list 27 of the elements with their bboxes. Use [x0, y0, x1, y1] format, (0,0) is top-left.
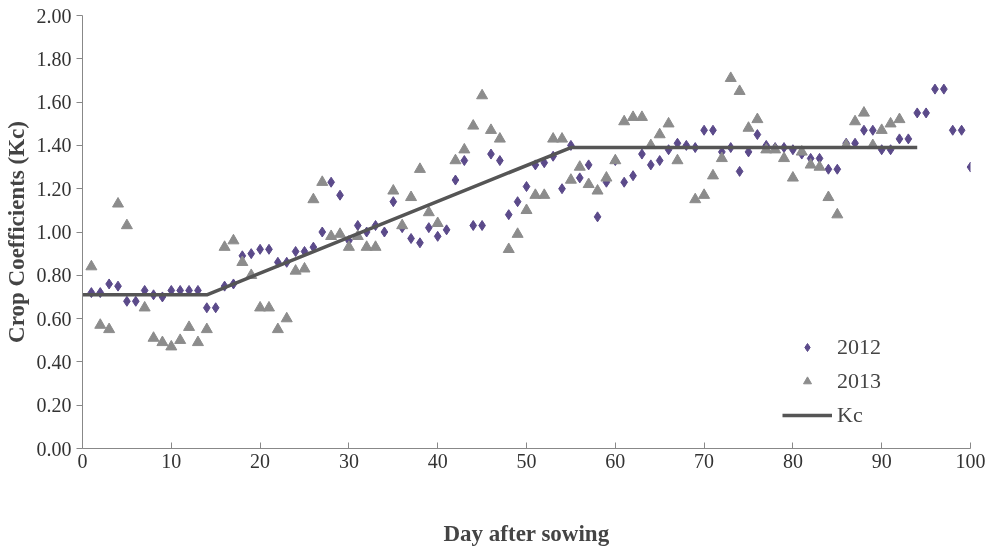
y-tick-label: 0.00 [36, 437, 72, 460]
x-tick-label: 80 [782, 449, 803, 472]
y-tick-label: 1.60 [36, 91, 72, 114]
y-tick-label: 1.00 [36, 221, 72, 243]
x-tick-label: 60 [605, 449, 626, 472]
x-tick-label: 100 [955, 449, 986, 472]
x-tick-label: 50 [516, 449, 537, 472]
y-tick-label: 1.40 [36, 134, 72, 157]
y-tick-label: 0.60 [36, 307, 72, 330]
y-tick-label: 0.40 [36, 350, 72, 373]
y-tick-label: 1.20 [36, 177, 72, 200]
legend-label: 2013 [837, 368, 881, 394]
x-tick-label: 0 [77, 449, 88, 472]
y-tick-label: 0.80 [36, 264, 72, 287]
x-tick-label: 40 [427, 449, 448, 472]
x-tick-label: 10 [161, 449, 182, 472]
y-axis-title: Crop Coefficients (Kc) [3, 121, 29, 343]
legend-label: 2012 [837, 334, 881, 360]
x-tick-label: 20 [250, 449, 271, 472]
x-tick-label: 90 [871, 449, 892, 472]
x-tick-label: 70 [694, 449, 715, 472]
x-tick-label: 30 [338, 449, 359, 472]
y-tick-label: 2.00 [36, 4, 72, 27]
x-axis-title: Day after sowing [443, 520, 610, 546]
legend-label: Kc [837, 402, 863, 428]
y-tick-label: 0.20 [36, 394, 72, 417]
y-tick-label: 1.80 [36, 47, 72, 70]
